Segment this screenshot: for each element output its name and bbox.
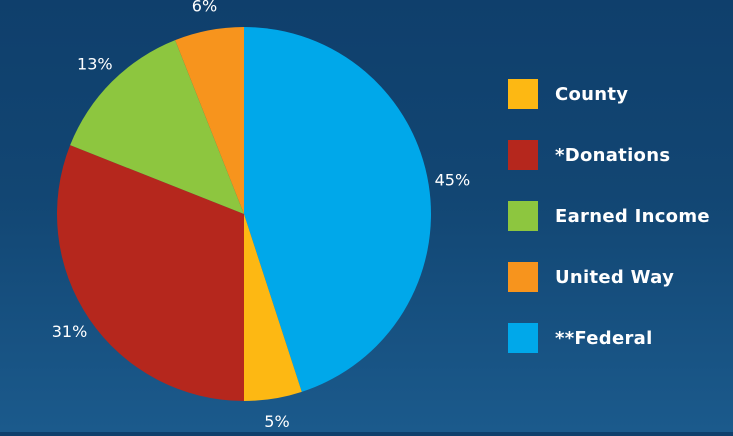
slice-label-donations: 31% — [52, 322, 88, 341]
legend-item-federal: **Federal — [508, 322, 733, 354]
slice-label-united-way: 6% — [192, 0, 217, 15]
pie-slice-earned-income — [70, 40, 244, 214]
pie-slice-federal — [244, 27, 431, 392]
slice-label-county: 5% — [264, 412, 289, 431]
legend-swatch-united-way — [508, 262, 538, 292]
chart-legend: County *Donations Earned Income United W… — [508, 78, 733, 383]
legend-swatch-donations — [508, 140, 538, 170]
legend-swatch-federal — [508, 323, 538, 353]
legend-swatch-county — [508, 79, 538, 109]
legend-item-donations: *Donations — [508, 139, 733, 171]
legend-item-united-way: United Way — [508, 261, 733, 293]
legend-label-donations: *Donations — [555, 144, 671, 166]
legend-swatch-earned-income — [508, 201, 538, 231]
slice-label-earned-income: 13% — [77, 54, 113, 73]
legend-label-earned-income: Earned Income — [555, 205, 710, 227]
slice-label-federal: 45% — [435, 170, 471, 189]
legend-label-county: County — [555, 83, 629, 105]
legend-label-federal: **Federal — [555, 327, 653, 349]
pie-slice-united-way — [175, 27, 244, 214]
legend-label-united-way: United Way — [555, 266, 675, 288]
pie-slice-county — [244, 214, 302, 401]
legend-item-earned-income: Earned Income — [508, 200, 733, 232]
pie-slice-donations — [56, 145, 245, 401]
legend-item-county: County — [508, 78, 733, 110]
